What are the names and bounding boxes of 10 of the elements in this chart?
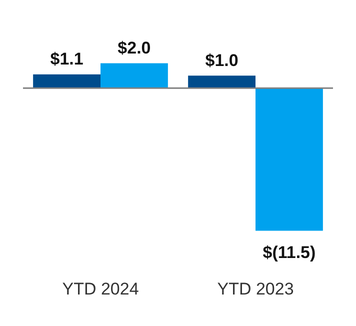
- data-label: $(11.5): [262, 242, 316, 262]
- bar: [256, 88, 323, 231]
- bar: [188, 76, 256, 88]
- x-tick-label: YTD 2024: [62, 279, 139, 298]
- bar: [100, 63, 168, 88]
- data-label: $1.0: [205, 50, 238, 70]
- x-tick-label: YTD 2023: [217, 279, 294, 298]
- data-label: $1.1: [50, 50, 84, 69]
- bar: [33, 74, 100, 88]
- data-label: $2.0: [118, 38, 151, 58]
